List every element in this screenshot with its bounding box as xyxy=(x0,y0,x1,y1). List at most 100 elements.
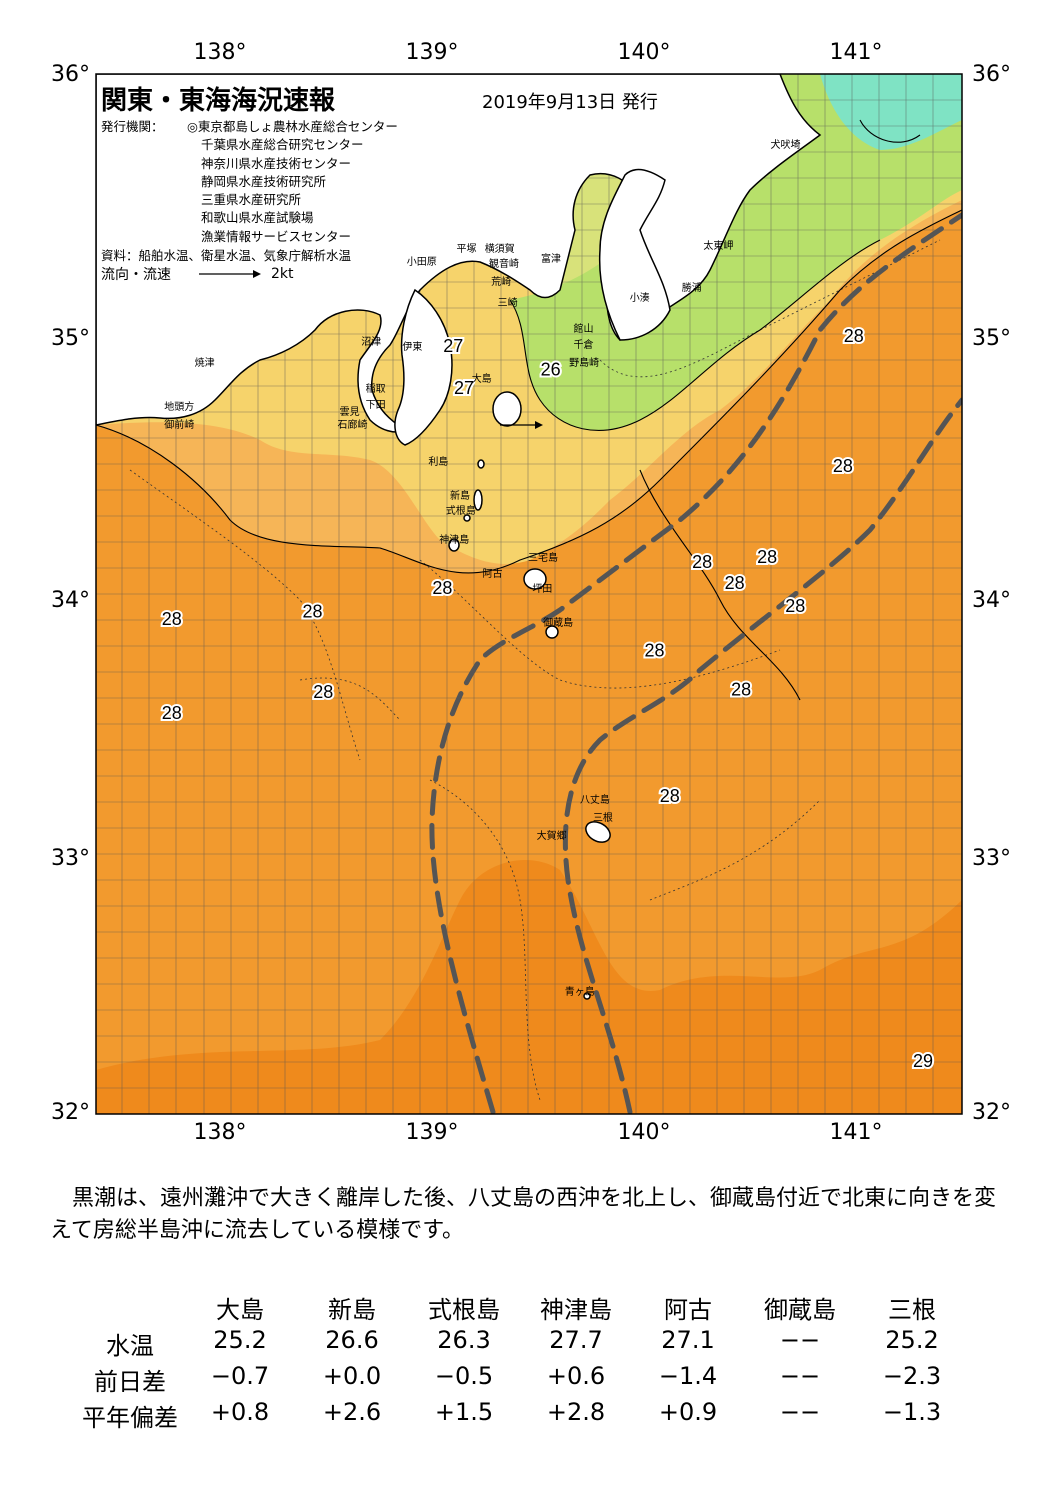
table-cell: −2.3 xyxy=(882,1362,942,1390)
sea-green-zone xyxy=(510,74,962,431)
place-name: 焼津 xyxy=(194,358,215,369)
place-name: 横須賀 xyxy=(484,243,515,255)
lat-label-left-32: 32° xyxy=(51,1100,90,1125)
temperature-label-halo: 28 xyxy=(162,703,182,723)
place-name: 雲見 xyxy=(339,407,360,419)
lon-label-bottom-139: 139° xyxy=(405,1120,459,1145)
table-cell: +2.6 xyxy=(322,1398,382,1426)
place-name: 小田原 xyxy=(406,256,437,268)
table-cell: +0.6 xyxy=(546,1362,606,1390)
table-cell: 27.1 xyxy=(661,1326,715,1354)
lon-label-bottom-141: 141° xyxy=(829,1120,883,1145)
temperature-label: 28 xyxy=(757,547,777,567)
agency-item: 千葉県水産総合研究センター xyxy=(201,137,364,153)
island-toshima xyxy=(477,459,485,469)
lat-label-right-35: 35° xyxy=(972,326,1011,351)
lon-label-top-139: 139° xyxy=(405,40,459,65)
temperature-label: 28 xyxy=(645,640,665,660)
table-cell: +0.9 xyxy=(658,1398,718,1426)
place-name: 石廊崎 xyxy=(337,420,368,432)
table-cell: −− xyxy=(779,1326,821,1354)
place-name: 太東岬 xyxy=(703,241,734,252)
lon-label-bottom-138: 138° xyxy=(193,1120,247,1145)
current-legend: 流向・流速 2kt xyxy=(101,264,294,284)
temperature-label: 28 xyxy=(162,703,182,723)
agency-item: 漁業情報サービスセンター xyxy=(201,228,352,244)
place-name: 伊東 xyxy=(402,342,423,354)
table-cell: +0.0 xyxy=(322,1362,382,1390)
summary-text: 黒潮は、遠州灘沖で大きく離岸した後、八丈島の西沖を北上し、御蔵島付近で北東に向き… xyxy=(50,1183,1010,1247)
lat-label-right-34: 34° xyxy=(972,588,1011,613)
table-cell: 25.2 xyxy=(213,1326,267,1354)
legend-speed: 2kt xyxy=(271,266,294,282)
place-name: 坪田 xyxy=(532,584,553,596)
lat-label-right-36: 36° xyxy=(972,62,1011,87)
issue-date: 2019年9月13日 発行 xyxy=(482,92,658,113)
table-cell: −− xyxy=(779,1398,821,1426)
place-name: 御蔵島 xyxy=(543,618,574,629)
temperature-label-halo: 28 xyxy=(725,573,745,593)
column-header: 三根 xyxy=(888,1296,936,1324)
column-header: 新島 xyxy=(328,1296,376,1324)
place-name: 小湊 xyxy=(629,293,650,304)
place-name: 神津島 xyxy=(439,534,470,546)
temperature-label-halo: 27 xyxy=(454,378,474,398)
temperature-label-halo: 28 xyxy=(302,601,322,621)
place-name: 三宅島 xyxy=(527,553,558,564)
lat-label-left-34: 34° xyxy=(51,588,90,613)
temperature-label: 28 xyxy=(844,326,864,346)
summary-body: 黒潮は、遠州灘沖で大きく離岸した後、八丈島の西沖を北上し、御蔵島付近で北東に向き… xyxy=(50,1186,997,1243)
row-label: 平年偏差 xyxy=(82,1404,178,1432)
place-name: 下田 xyxy=(365,399,386,411)
temperature-label: 28 xyxy=(432,578,452,598)
temperature-label-halo: 28 xyxy=(833,456,853,476)
place-name: 沼津 xyxy=(361,337,382,349)
legend-label: 流向・流速 xyxy=(101,267,171,283)
isotherm-lines xyxy=(96,119,962,701)
lon-label-bottom-140: 140° xyxy=(617,1120,671,1145)
row-label: 水温 xyxy=(106,1332,154,1360)
temperature-label-halo: 28 xyxy=(757,547,777,567)
temperature-label: 28 xyxy=(660,786,680,806)
place-name: 青ヶ島 xyxy=(564,987,595,999)
place-name: 千倉 xyxy=(573,339,594,351)
temperature-label-halo: 29 xyxy=(913,1051,933,1071)
temperature-label-halo: 26 xyxy=(541,360,561,380)
temperature-label: 28 xyxy=(731,679,751,699)
agency-item: ◎東京都島しょ農林水産総合センター xyxy=(187,119,398,134)
place-name: 御前崎 xyxy=(164,420,195,432)
temperature-label-halo: 27 xyxy=(443,336,463,356)
agency-item: 三重県水産研究所 xyxy=(201,192,302,208)
legend-arrow-icon xyxy=(199,268,261,280)
place-name: 新島 xyxy=(450,490,471,502)
island-aogashima xyxy=(583,992,591,1000)
place-name: 阿古 xyxy=(482,568,503,580)
place-name: 式根島 xyxy=(445,506,476,518)
island-mikurajima xyxy=(545,625,559,639)
table-cell: −1.4 xyxy=(658,1362,718,1390)
lat-label-right-32: 32° xyxy=(972,1100,1011,1125)
current-arrow xyxy=(500,421,543,429)
column-header: 阿古 xyxy=(664,1296,712,1324)
temperature-label: 27 xyxy=(454,378,474,398)
table-cell: +0.8 xyxy=(210,1398,270,1426)
table-cell: 26.3 xyxy=(437,1326,491,1354)
place-name: 館山 xyxy=(573,324,594,336)
table-cell: 26.6 xyxy=(325,1326,379,1354)
lat-label-left-33: 33° xyxy=(51,846,90,871)
temperature-label: 27 xyxy=(443,336,463,356)
lon-label-top-140: 140° xyxy=(617,40,671,65)
place-name: 三根 xyxy=(592,813,613,824)
table-cell: −0.5 xyxy=(434,1362,494,1390)
lat-label-left-35: 35° xyxy=(51,326,90,351)
kuroshio-axis xyxy=(429,212,962,1114)
temperature-label-halo: 28 xyxy=(645,640,665,660)
temperature-label-halo: 28 xyxy=(660,786,680,806)
island-miyakejima xyxy=(523,568,547,590)
issuing-agencies: 発行機関： ◎東京都島しょ農林水産総合センター 千葉県水産総合研究センター 神奈… xyxy=(101,118,398,246)
place-name: 利島 xyxy=(428,456,449,468)
place-name: 八丈島 xyxy=(579,794,610,806)
lat-label-left-36: 36° xyxy=(51,62,90,87)
